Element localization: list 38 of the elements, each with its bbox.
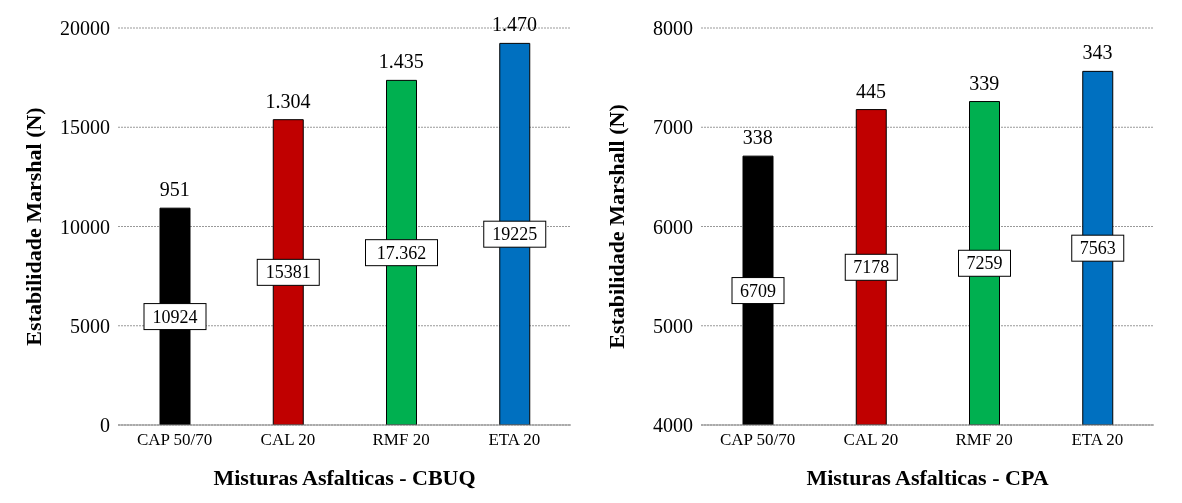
x-tick-label: CAL 20 <box>260 430 316 450</box>
annotation: 951 <box>159 178 190 201</box>
y-tick-label: 6000 <box>653 215 693 238</box>
annotation: 338 <box>742 126 773 149</box>
x-tick-label: ETA 20 <box>1071 430 1124 450</box>
annotation: 1.435 <box>378 50 424 73</box>
y-tick-label: 15000 <box>60 116 110 139</box>
data-label: 7259 <box>966 253 1003 274</box>
y-tick-label: 5000 <box>70 314 110 337</box>
annotation: 1.304 <box>265 89 311 112</box>
x-axis-title: Misturas Asfalticas - CBUQ <box>213 465 476 490</box>
x-tick-label: CAP 50/70 <box>136 430 213 450</box>
data-label: 6709 <box>740 280 776 301</box>
data-label: 7178 <box>853 257 890 278</box>
data-label: 10924 <box>152 306 198 327</box>
x-tick-label: ETA 20 <box>488 430 541 450</box>
x-axis-title: Misturas Asfalticas - CPA <box>806 465 1049 490</box>
x-tick-label: CAP 50/70 <box>719 430 796 450</box>
x-tick-label: CAL 20 <box>843 430 899 450</box>
y-tick-label: 5000 <box>653 314 693 337</box>
annotation: 1.470 <box>491 13 537 36</box>
data-label: 7563 <box>1079 238 1116 259</box>
y-tick-label: 20000 <box>60 17 110 40</box>
y-tick-label: 0 <box>100 414 110 437</box>
annotation: 445 <box>855 79 886 102</box>
data-label: 15381 <box>265 262 311 283</box>
annotation: 339 <box>969 71 1000 94</box>
x-tick-label: RMF 20 <box>372 430 430 450</box>
data-label: 19225 <box>492 224 538 245</box>
y-tick-label: 10000 <box>60 215 110 238</box>
y-tick-label: 8000 <box>653 17 693 40</box>
y-axis-title: Estabilidade Marshall (N) <box>603 104 629 349</box>
y-axis-title: Estabilidade Marshal (N) <box>20 107 46 346</box>
data-label: 17.362 <box>376 242 427 263</box>
annotation: 343 <box>1082 41 1113 64</box>
x-tick-label: RMF 20 <box>955 430 1013 450</box>
y-tick-label: 7000 <box>653 116 693 139</box>
y-tick-label: 4000 <box>653 414 693 437</box>
